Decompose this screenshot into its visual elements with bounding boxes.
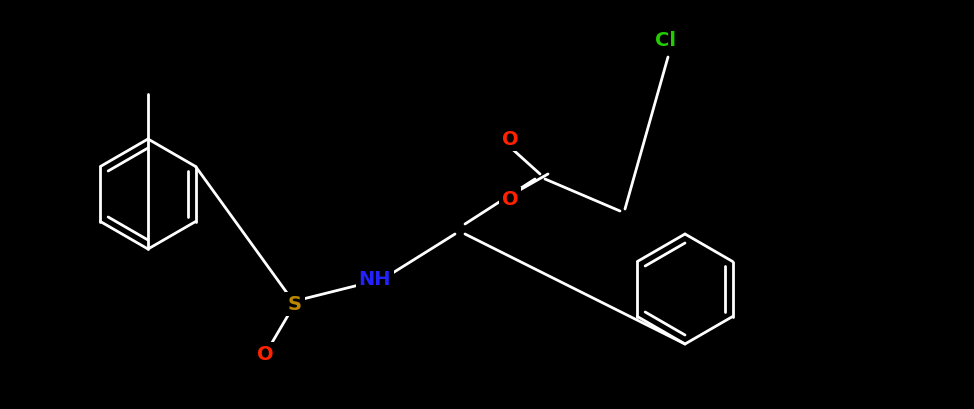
Text: Cl: Cl [655, 30, 676, 49]
Text: S: S [288, 295, 302, 314]
Text: NH: NH [358, 270, 392, 289]
Text: O: O [502, 190, 518, 209]
Text: O: O [257, 345, 274, 364]
Text: O: O [502, 130, 518, 149]
